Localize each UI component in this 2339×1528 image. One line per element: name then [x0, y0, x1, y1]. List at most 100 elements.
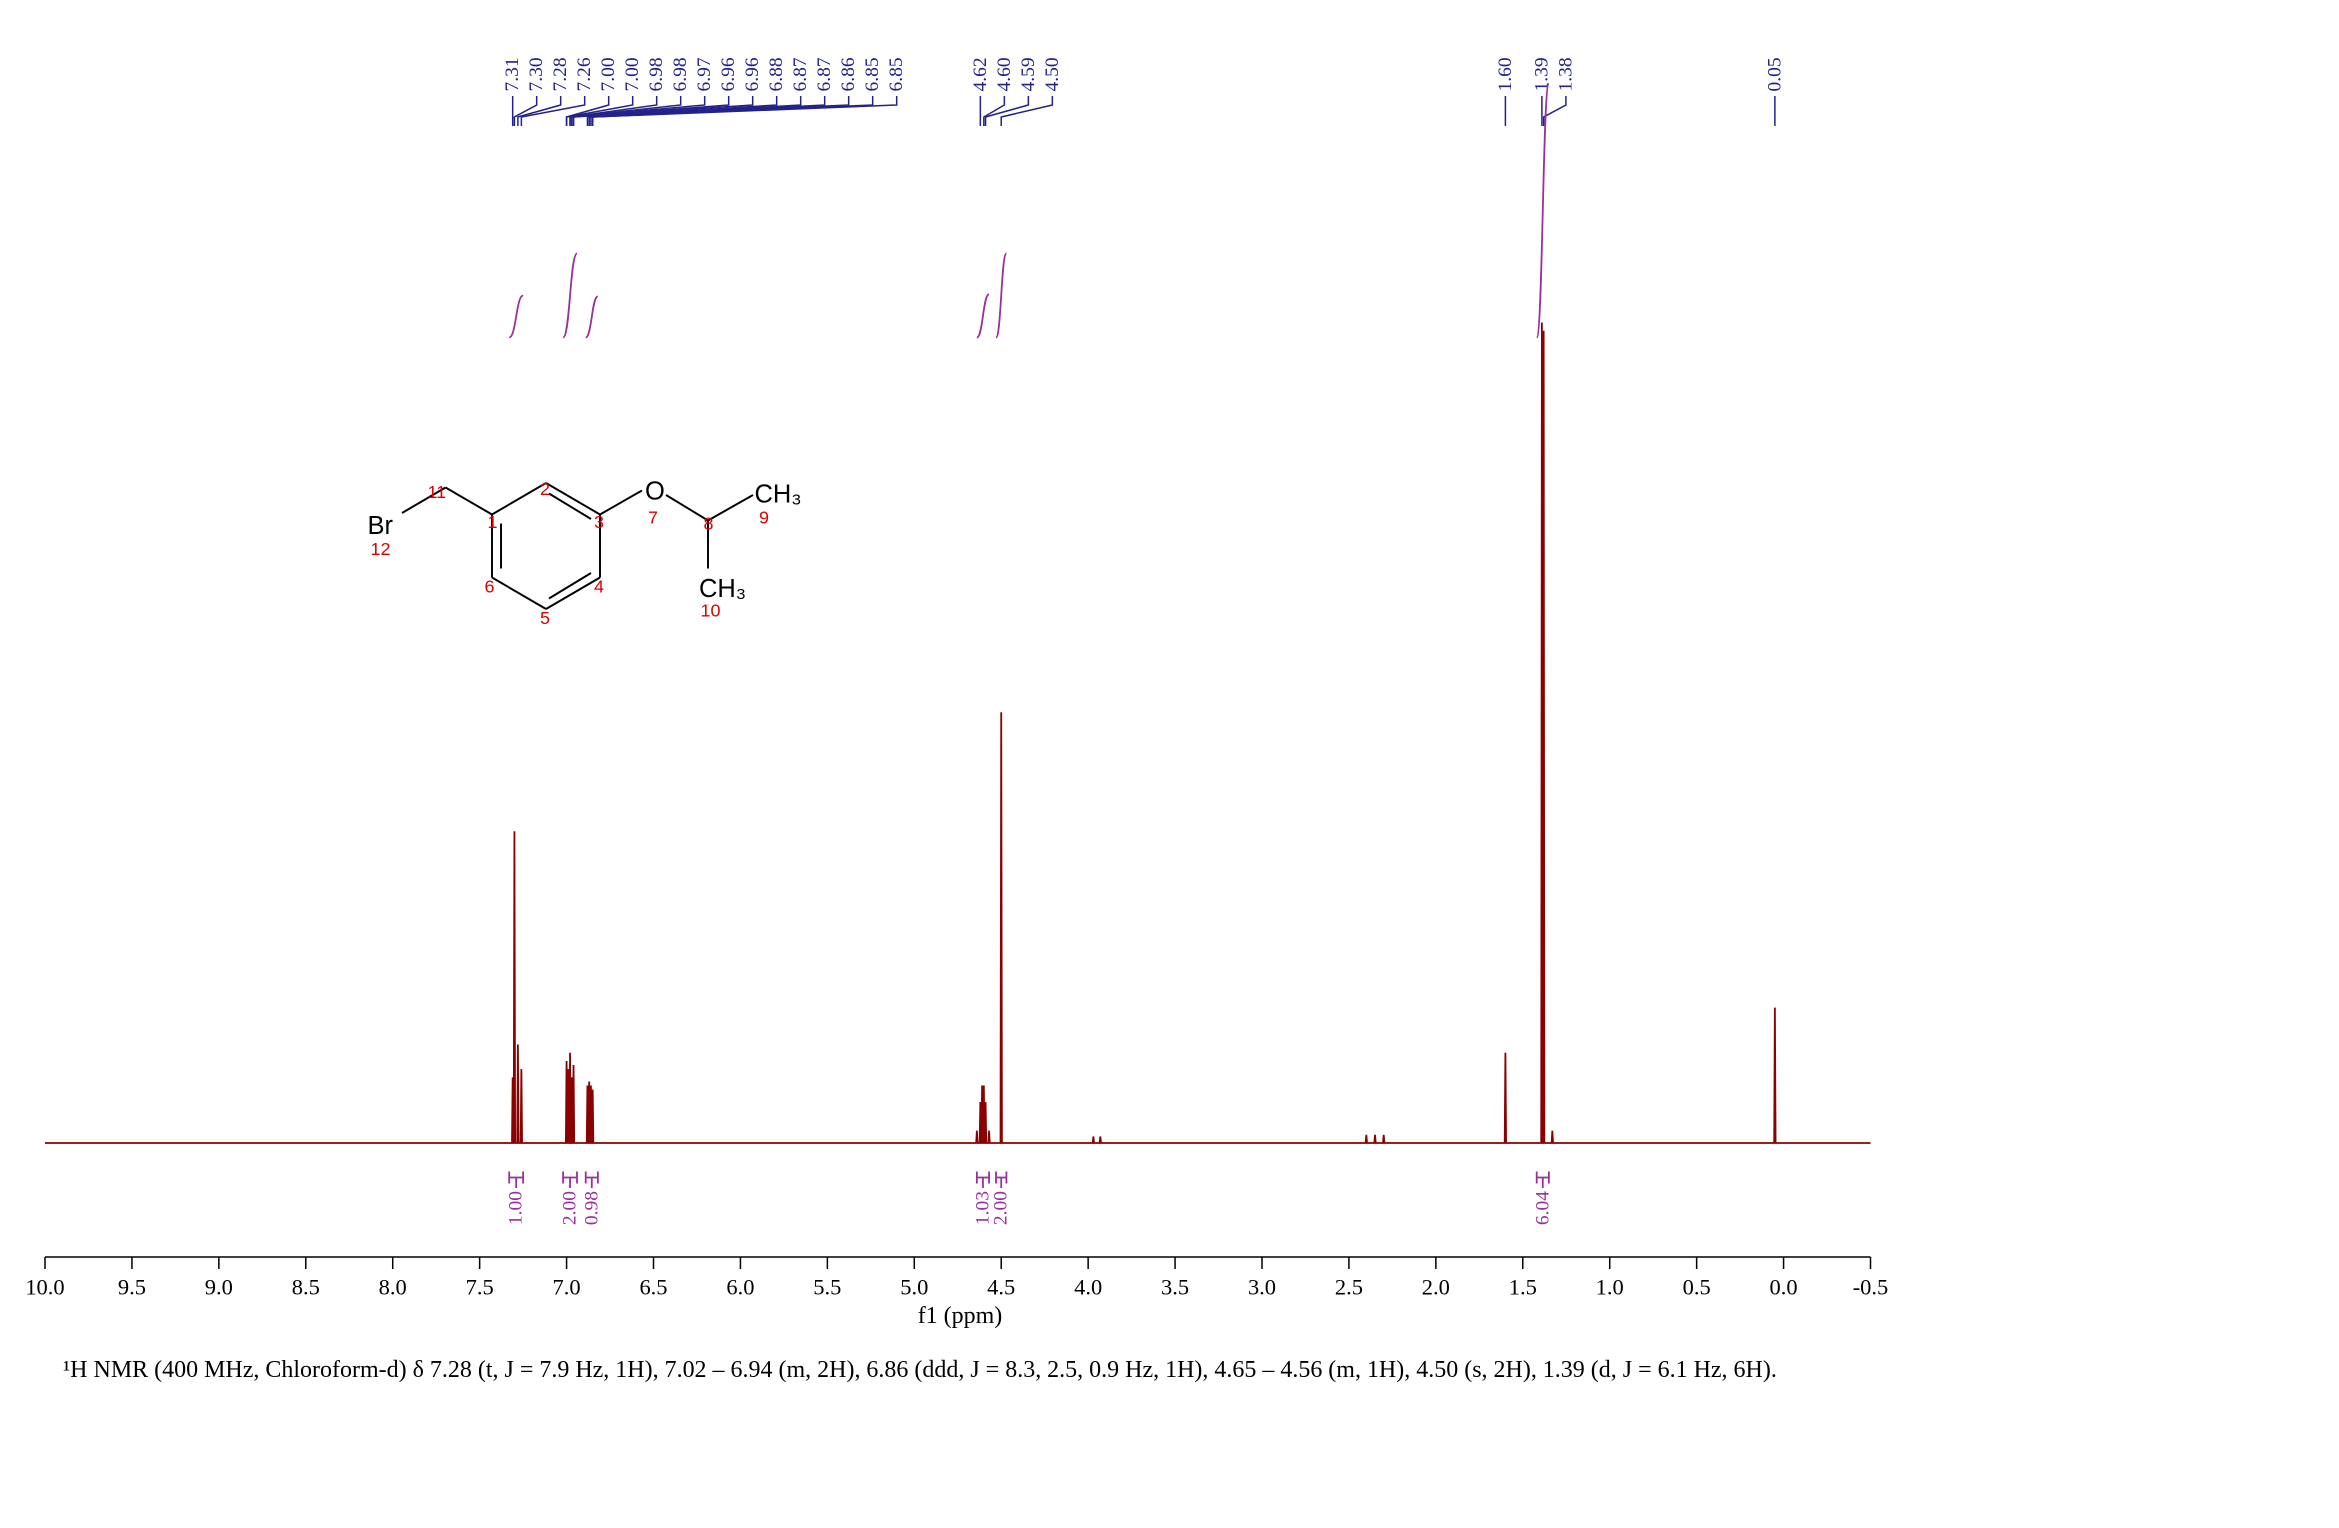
- bond: [491, 576, 547, 610]
- bond: [548, 572, 592, 600]
- integral-label: 1.00: [506, 1191, 527, 1225]
- integral-bracket: [508, 1171, 525, 1188]
- atom-number: 2: [540, 479, 550, 499]
- x-tick-label: -0.5: [1853, 1274, 1889, 1299]
- x-tick-label: 0.5: [1683, 1274, 1711, 1299]
- x-tick-label: 9.5: [118, 1274, 146, 1299]
- bond: [545, 576, 601, 610]
- bond: [545, 482, 601, 516]
- atom-number: 11: [428, 482, 447, 502]
- x-tick-label: 10.0: [25, 1274, 64, 1299]
- integral-bracket: [584, 1171, 599, 1188]
- x-tick-label: 3.0: [1248, 1274, 1276, 1299]
- integral-label: 1.03: [972, 1191, 993, 1225]
- peak-connector: [984, 95, 1030, 126]
- atom-number: 7: [648, 507, 658, 527]
- peak-connector: [572, 95, 754, 126]
- x-tick-label: 6.5: [639, 1274, 667, 1299]
- peak-connector: [513, 95, 538, 126]
- peak-label: 4.62: [970, 57, 991, 91]
- integral-label: 0.98: [581, 1191, 602, 1225]
- x-tick-label: 5.0: [900, 1274, 928, 1299]
- bond: [491, 482, 547, 516]
- x-tick-label: 1.0: [1596, 1274, 1624, 1299]
- x-tick-label: 7.0: [553, 1274, 581, 1299]
- atom-label: CH₃: [699, 575, 746, 603]
- integral-label: 2.00: [991, 1191, 1012, 1225]
- peak-label: 6.88: [766, 57, 787, 91]
- bond: [665, 494, 709, 522]
- peak-label: 6.98: [646, 57, 667, 91]
- x-tick-label: 3.5: [1161, 1274, 1189, 1299]
- peak-connector: [569, 95, 682, 126]
- atom-number: 4: [594, 576, 604, 596]
- peak-label: 4.60: [994, 57, 1015, 91]
- x-tick-label: 4.5: [987, 1274, 1015, 1299]
- integral-curve: [1535, 82, 1550, 339]
- bond: [445, 486, 493, 516]
- atom-label: O: [645, 477, 665, 505]
- peak-label: 7.31: [502, 57, 523, 91]
- peak-label: 7.00: [598, 57, 619, 91]
- x-tick-label: 1.5: [1509, 1274, 1537, 1299]
- peak-label: 7.26: [574, 57, 595, 91]
- bond: [548, 492, 592, 520]
- atom-number: 1: [488, 512, 498, 532]
- x-tick-label: 9.0: [205, 1274, 233, 1299]
- atom-number: 5: [540, 608, 550, 628]
- atom-number: 6: [485, 576, 495, 596]
- x-tick-label: 0.0: [1770, 1274, 1798, 1299]
- atom-number: 9: [759, 507, 769, 527]
- integral-label: 2.00: [560, 1191, 581, 1225]
- x-axis-label: f1 (ppm): [918, 1303, 1003, 1329]
- x-tick-label: 2.5: [1335, 1274, 1363, 1299]
- peak-connector: [571, 95, 706, 126]
- atom-label: Br: [368, 512, 394, 540]
- bond: [599, 489, 643, 516]
- bond: [707, 494, 754, 522]
- molecule: Br 12 11 1 2 3 O 7 8 CH₃ 9 CH₃ 10 4 5 6: [368, 477, 802, 627]
- peak-connector: [1542, 95, 1567, 126]
- integral-curve: [508, 294, 524, 339]
- integral-curve: [584, 295, 599, 339]
- peak-label: 6.85: [886, 57, 907, 91]
- spectrum-line: [45, 322, 1871, 1144]
- peak-label: 6.96: [718, 57, 739, 91]
- atom-number: 8: [704, 513, 714, 533]
- integral-bracket: [975, 1171, 990, 1188]
- peak-label: 6.87: [814, 57, 835, 91]
- peak-connector: [1000, 95, 1054, 126]
- integral-bracket: [995, 1171, 1008, 1188]
- peak-label: 1.60: [1495, 57, 1516, 91]
- integral-curve: [995, 252, 1008, 339]
- integral-curve: [975, 293, 990, 339]
- peak-label: 6.98: [670, 57, 691, 91]
- peak-connector: [565, 95, 634, 126]
- peak-connector: [520, 95, 586, 126]
- x-tick-label: 7.5: [466, 1274, 494, 1299]
- integral-label: 6.04: [1532, 1191, 1553, 1225]
- x-tick-label: 5.5: [813, 1274, 841, 1299]
- atom-label: CH₃: [755, 480, 802, 508]
- integral-bracket: [562, 1171, 578, 1188]
- peak-label: 6.86: [838, 57, 859, 91]
- peak-connector: [591, 95, 898, 126]
- x-tick-label: 6.0: [726, 1274, 754, 1299]
- atom-number: 12: [371, 539, 391, 559]
- peak-label: 6.97: [694, 57, 715, 91]
- peak-label: 6.96: [742, 57, 763, 91]
- x-tick-label: 2.0: [1422, 1274, 1450, 1299]
- x-tick-label: 8.0: [379, 1274, 407, 1299]
- peak-label: 7.00: [622, 57, 643, 91]
- atom-number: 10: [701, 600, 721, 620]
- peak-label: 1.38: [1555, 57, 1576, 91]
- peak-connector: [517, 95, 562, 126]
- peak-label: 6.87: [790, 57, 811, 91]
- integral-curve: [562, 252, 578, 339]
- peak-connector: [983, 95, 1006, 126]
- x-tick-label: 4.0: [1074, 1274, 1102, 1299]
- peak-label: 0.05: [1764, 57, 1785, 91]
- integral-bracket: [1535, 1171, 1550, 1188]
